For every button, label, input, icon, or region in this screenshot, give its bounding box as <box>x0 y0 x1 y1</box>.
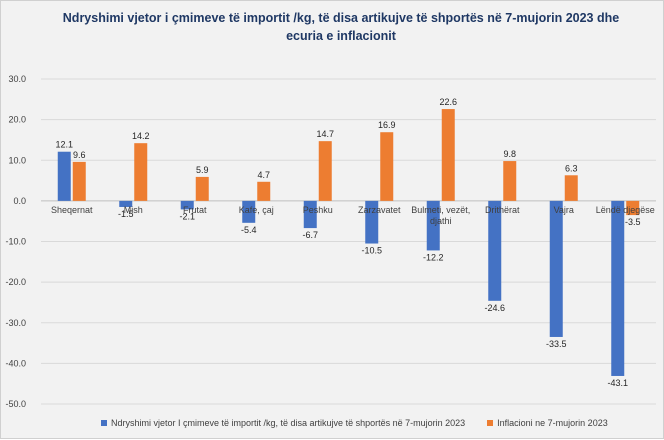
category-label: Lëndë djegëse <box>596 205 655 215</box>
bar-inflation <box>134 143 148 201</box>
bar-inflation <box>72 161 86 201</box>
bar-import-price-change <box>303 200 317 229</box>
data-label: 4.7 <box>257 170 270 180</box>
bar-inflation <box>257 181 271 201</box>
category-label: djathi <box>430 216 452 226</box>
category-label: Mish <box>124 205 143 215</box>
bar-inflation <box>626 200 640 216</box>
bar-inflation <box>503 161 517 201</box>
data-label: 22.6 <box>439 97 457 107</box>
category-label: Drithërat <box>485 205 520 215</box>
y-tick-label: -10.0 <box>5 237 26 247</box>
data-label: -33.5 <box>546 339 567 349</box>
data-label: 16.9 <box>378 120 396 130</box>
data-label: 9.8 <box>503 149 516 159</box>
data-label: -10.5 <box>361 246 382 256</box>
legend-item-inflation: Inflacioni ne 7-mujorin 2023 <box>487 418 608 428</box>
legend-swatch-blue <box>101 420 107 426</box>
data-label: -1.5 <box>118 209 134 219</box>
category-label: Sheqernat <box>51 205 93 215</box>
legend-label-inflation: Inflacioni ne 7-mujorin 2023 <box>497 418 608 428</box>
y-tick-label: 30.0 <box>8 74 26 84</box>
bar-import-price-change <box>611 200 625 376</box>
bar-inflation <box>441 109 455 201</box>
y-tick-label: -30.0 <box>5 318 26 328</box>
bar-import-price-change <box>365 200 379 244</box>
data-label: -3.5 <box>625 217 641 227</box>
bar-import-price-change <box>549 200 563 337</box>
y-tick-label: 0.0 <box>13 196 26 206</box>
category-label: Bulmeti, vezët, <box>411 205 470 215</box>
chart-title: Ndryshimi vjetor i çmimeve të importit /… <box>62 11 620 43</box>
data-label: 12.1 <box>55 140 73 150</box>
y-tick-label: -40.0 <box>5 358 26 368</box>
data-label: 9.6 <box>73 150 86 160</box>
bar-inflation <box>195 176 209 201</box>
legend-swatch-orange <box>487 420 494 426</box>
bar-import-price-change <box>180 200 194 210</box>
data-label: 5.9 <box>196 165 209 175</box>
legend-item-import-prices: Ndryshimi vjetor I çmimeve të importit /… <box>101 418 465 428</box>
category-label: Peshku <box>303 205 333 215</box>
category-label: Vajra <box>554 205 574 215</box>
data-label: -43.1 <box>607 378 628 388</box>
y-tick-label: 10.0 <box>8 155 26 165</box>
y-tick-label: -50.0 <box>5 399 26 409</box>
bar-inflation <box>318 141 332 201</box>
y-tick-label: 20.0 <box>8 115 26 125</box>
legend: Ndryshimi vjetor I çmimeve të importit /… <box>101 418 621 428</box>
bar-inflation <box>564 175 578 201</box>
bar-import-price-change <box>426 200 440 251</box>
bar-import-price-change <box>488 200 502 301</box>
category-label: Frutat <box>183 205 207 215</box>
data-label: -6.7 <box>302 230 318 240</box>
data-label: 14.7 <box>316 129 334 139</box>
bar-inflation <box>380 132 394 201</box>
data-label: -2.1 <box>179 211 195 221</box>
data-label: 14.2 <box>132 131 150 141</box>
data-label: -24.6 <box>484 303 505 313</box>
bar-import-price-change <box>119 200 133 207</box>
bar-import-price-change <box>57 151 71 201</box>
data-label: 6.3 <box>565 163 578 173</box>
data-label: -12.2 <box>423 252 444 262</box>
category-label: Zarzavatet <box>358 205 401 215</box>
category-label: Kafe, çaj <box>239 205 274 215</box>
bar-import-price-change <box>242 200 256 223</box>
legend-label-import-prices: Ndryshimi vjetor I çmimeve të importit /… <box>111 418 466 428</box>
data-label: -5.4 <box>241 225 257 235</box>
y-tick-label: -20.0 <box>5 277 26 287</box>
